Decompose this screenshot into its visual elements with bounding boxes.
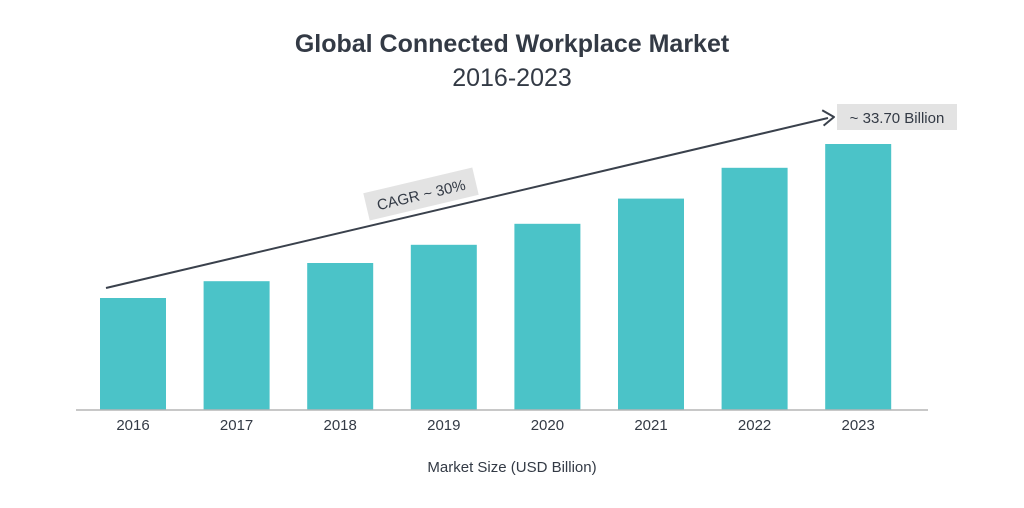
bar-2019 [410, 244, 477, 410]
cagr-label-group: CAGR ~ 30% [363, 167, 479, 221]
bars-group [100, 144, 892, 410]
end-value-label-box [837, 104, 957, 130]
bar-2021 [618, 198, 684, 410]
x-tick-label-2017: 2017 [220, 417, 253, 434]
bar-2022 [721, 167, 788, 410]
trend-line [105, 117, 829, 289]
bar-2016 [100, 298, 166, 410]
cagr-label-box [363, 167, 479, 221]
bar-2020 [514, 223, 581, 410]
x-tick-label-2019: 2019 [427, 417, 460, 434]
cagr-trend-arrow [105, 109, 835, 289]
bar-2023 [825, 144, 892, 410]
x-tick-label-2020: 2020 [531, 417, 564, 434]
arrow-head [821, 109, 835, 127]
x-tick-labels: 2016 2017 2018 2019 2020 2021 2022 2023 [116, 417, 875, 434]
chart-title: Global Connected Workplace Market [295, 30, 730, 58]
end-value-label-group: ~ 33.70 Billion [837, 104, 957, 130]
bar-2017 [203, 281, 270, 410]
x-axis-label: Market Size (USD Billion) [427, 459, 596, 476]
x-tick-label-2022: 2022 [738, 417, 771, 434]
chart-subtitle: 2016-2023 [452, 64, 572, 92]
bar-2018 [307, 263, 374, 410]
x-tick-label-2023: 2023 [842, 417, 875, 434]
end-value-label: ~ 33.70 Billion [850, 110, 945, 127]
x-tick-label-2021: 2021 [634, 417, 667, 434]
x-tick-label-2016: 2016 [116, 417, 149, 434]
x-tick-label-2018: 2018 [324, 417, 357, 434]
